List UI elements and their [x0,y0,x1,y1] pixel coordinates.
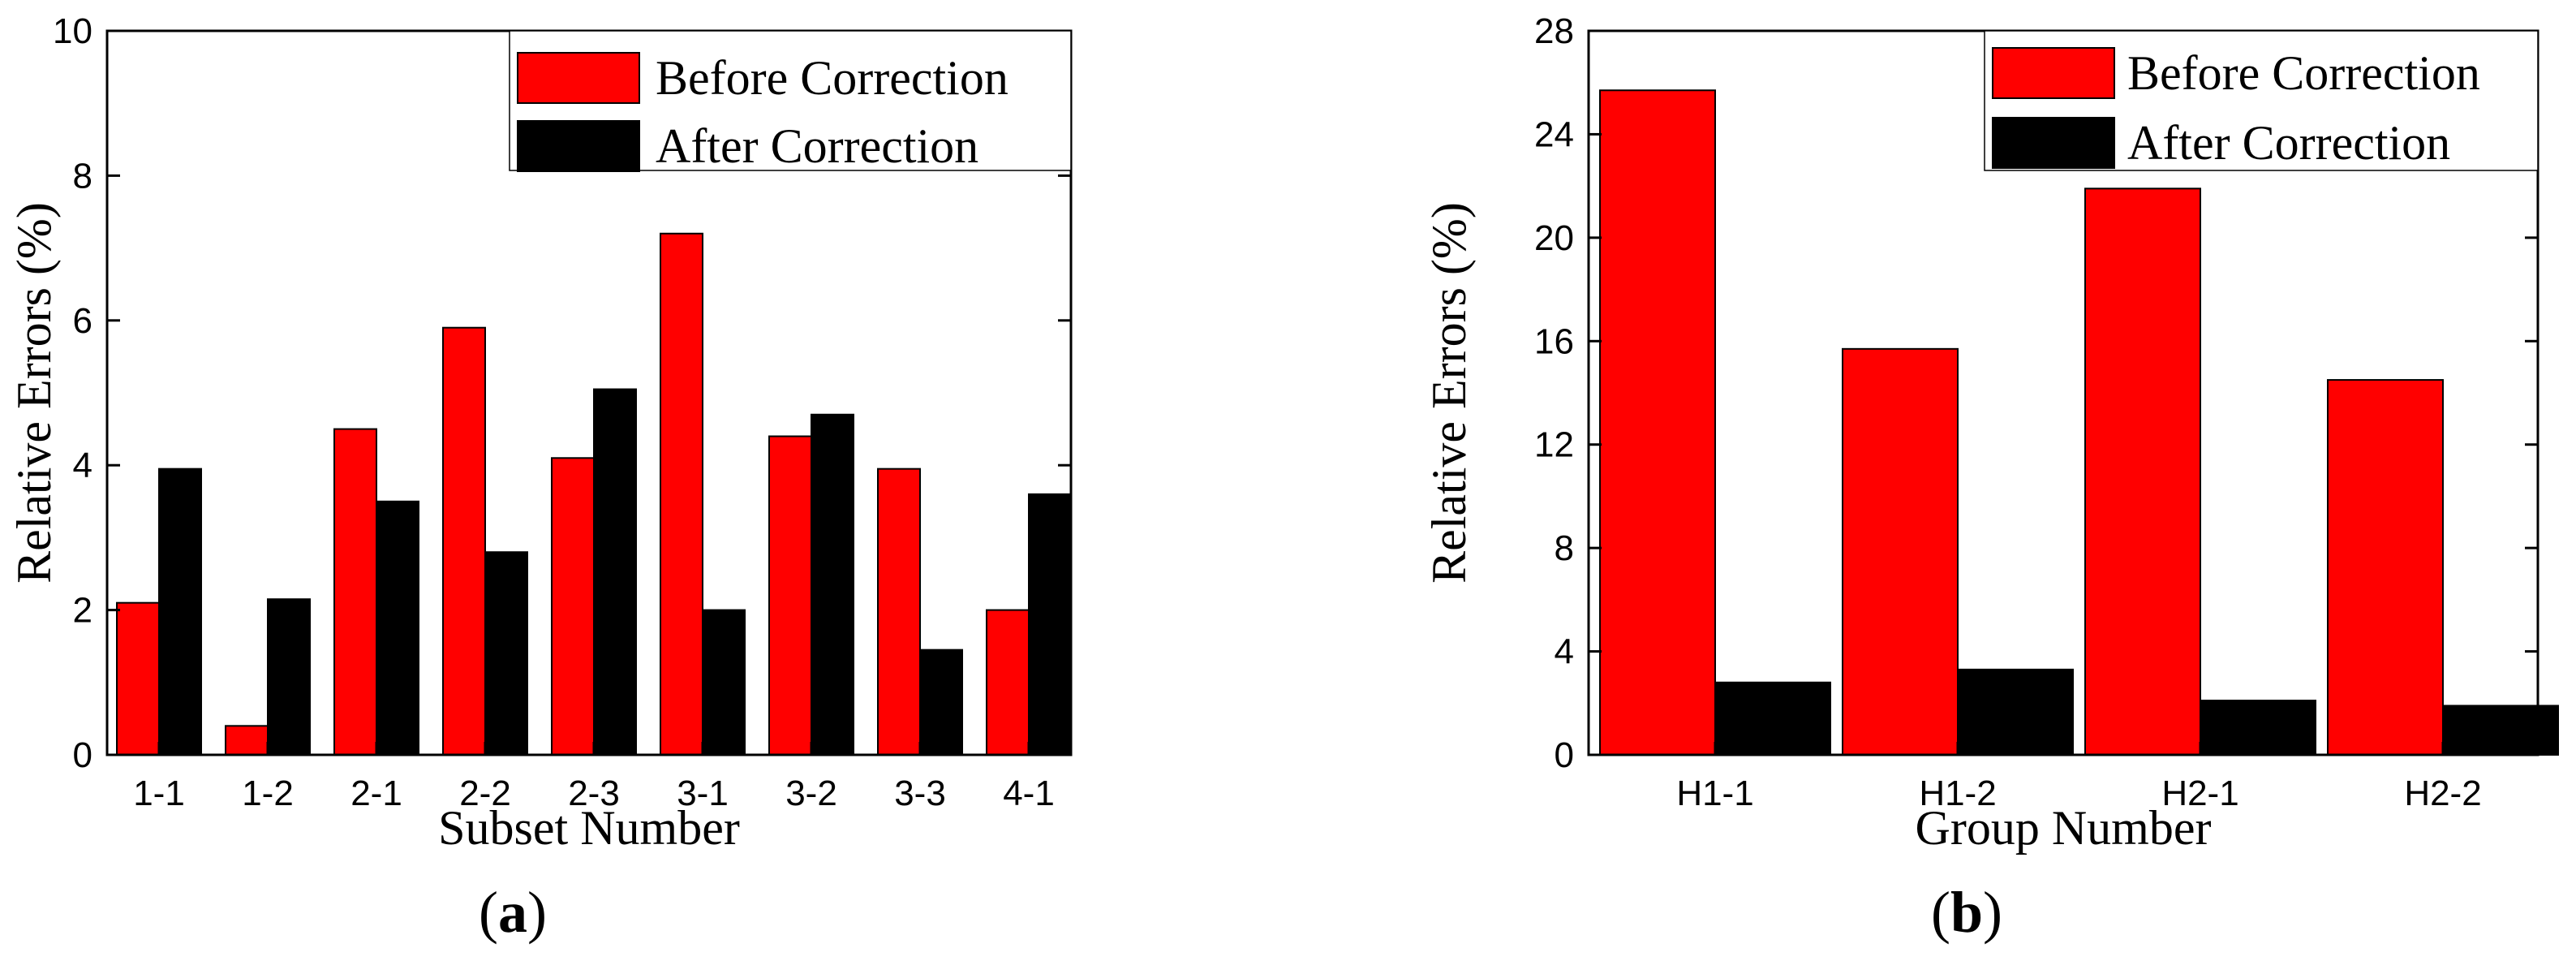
y-tick-label-4: 4 [1555,632,1574,672]
axes-group-a: 0 2 4 6 8 10 1-1 1-2 2-1 2-2 2-3 3-1 3-2 3-3 4-1 [53,11,1073,813]
bars-group-b [1599,89,2559,756]
y-tick-label-24: 24 [1534,114,1574,154]
legend-swatch-before [517,52,640,104]
bar-before-1-2 [225,725,269,756]
y-axis-title-a: Relative Errors (%) [7,202,61,584]
y-tick-label-8: 8 [1555,528,1574,568]
bar-after-1-1 [158,468,202,756]
bar-after-3-1 [702,609,746,756]
x-tick-label-H1-1: H1-1 [1676,774,1753,813]
x-tick-label-3-3: 3-3 [894,774,946,813]
y-tick-label-12: 12 [1534,425,1574,465]
x-tick-label-2-3: 2-3 [568,774,620,813]
bar-after-3-3 [919,649,963,756]
chart-panel-b: 0 4 8 12 16 20 24 28 H1-1 H1-2 H2-1 H2-2 Before Cor… [1422,11,2559,945]
x-tick-label-H1-2: H1-2 [1919,774,1996,813]
y-axis-title-b: Relative Errors (%) [1422,202,1476,584]
bar-after-2-2 [484,551,528,756]
bar-after-H2-1 [2200,700,2316,756]
y-tick-label-16: 16 [1534,321,1574,361]
bar-before-2-1 [333,428,377,756]
legend-a: Before Correction After Correction [509,30,1072,173]
bar-after-2-3 [593,388,637,756]
bars-group-a [116,232,1072,756]
bar-after-H2-2 [2442,705,2559,756]
bar-before-3-1 [660,232,703,756]
bar-before-1-1 [116,601,160,756]
legend-b: Before Correction After Correction [1984,30,2539,171]
bar-before-H2-2 [2327,379,2444,756]
y-tick-label-0: 0 [73,735,92,775]
bar-before-3-3 [877,468,921,756]
x-tick-label-H2-2: H2-2 [2404,774,2481,813]
y-tick-label-20: 20 [1534,218,1574,258]
bar-before-H1-2 [1842,347,1959,756]
legend-label-after: After Correction [656,119,978,173]
panel-letter-b: b [1950,880,1983,945]
x-tick-label-1-1: 1-1 [133,774,185,813]
y-tick-label-2: 2 [73,591,92,631]
legend-swatch-before [1992,47,2115,99]
legend-label-before: Before Correction [656,51,1008,105]
panel-label-b: (b) [1931,880,2002,945]
legend-swatch-after [517,120,640,172]
panel-letter-a: a [498,880,527,945]
bar-after-3-2 [811,413,854,756]
y-tick-label-10: 10 [53,11,92,51]
x-tick-label-2-1: 2-1 [350,774,402,813]
legend-label-after: After Correction [2127,116,2450,170]
x-tick-label-1-2: 1-2 [242,774,294,813]
x-tick-label-3-2: 3-2 [785,774,837,813]
bar-after-H1-1 [1714,681,1831,756]
bar-after-2-1 [376,500,419,756]
y-tick-label-4: 4 [73,446,92,485]
bar-after-H1-2 [1957,668,2074,756]
panel-label-a: (a) [479,880,547,945]
x-tick-label-3-1: 3-1 [677,774,729,813]
bar-before-H2-1 [2084,187,2201,756]
y-tick-label-6: 6 [73,301,92,341]
y-tick-label-28: 28 [1534,11,1574,51]
x-axis-title-b: Group Number [1916,801,2212,855]
x-tick-label-4-1: 4-1 [1003,774,1055,813]
bar-before-4-1 [986,609,1030,756]
legend-swatch-after [1992,117,2115,169]
bar-after-1-2 [267,598,311,756]
y-tick-label-8: 8 [73,156,92,196]
x-tick-label-2-2: 2-2 [459,774,511,813]
chart-panel-a: 0 2 4 6 8 10 1-1 1-2 2-1 2-2 2-3 3-1 3-2 3-3 4-1 Befor… [7,11,1073,945]
bar-before-H1-1 [1599,89,1716,756]
legend-label-before: Before Correction [2127,46,2480,100]
x-axis-title-a: Subset Number [438,801,740,855]
bar-before-2-2 [442,326,486,756]
bar-after-4-1 [1028,493,1072,756]
bar-before-2-3 [551,457,595,756]
bar-before-3-2 [768,435,812,756]
x-tick-label-H2-1: H2-1 [2161,774,2238,813]
y-tick-label-0: 0 [1555,735,1574,775]
